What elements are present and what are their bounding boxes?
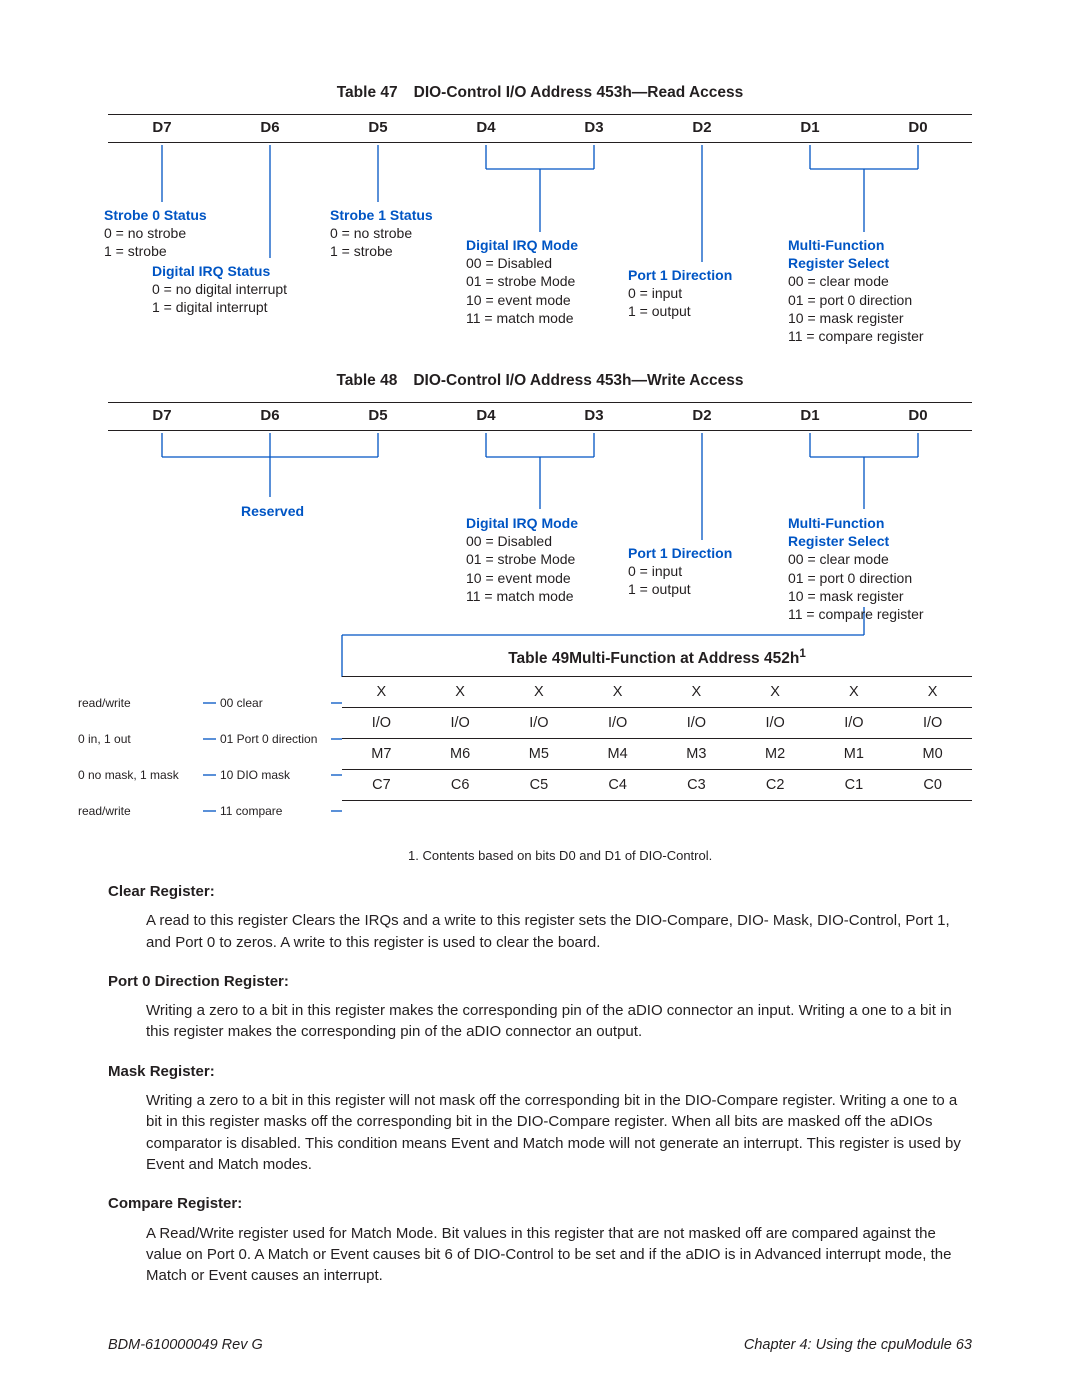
table-cell: C7	[342, 770, 421, 800]
table-row: C7C6C5C4C3C2C1C0	[342, 769, 972, 801]
table-cell: X	[342, 677, 421, 707]
ann-mfr-47: Multi-Function Register Select 00 = clea…	[788, 236, 924, 345]
table-cell: X	[815, 677, 894, 707]
page: Table 47 DIO-Control I/O Address 453h—Rea…	[0, 0, 1080, 1397]
table-cell: M3	[657, 739, 736, 769]
ann-dirqmode47: Digital IRQ Mode 00 = Disabled 01 = stro…	[466, 236, 578, 327]
txt-compare: A Read/Write register used for Match Mod…	[146, 1223, 972, 1287]
table-cell: M0	[893, 739, 972, 769]
page-footer: BDM-610000049 Rev G Chapter 4: Using the…	[108, 1337, 972, 1353]
table-cell: M5	[500, 739, 579, 769]
table-row: I/OI/OI/OI/OI/OI/OI/OI/O	[342, 707, 972, 738]
table-cell: I/O	[421, 708, 500, 738]
ann-dirqmode48: Digital IRQ Mode 00 = Disabled 01 = stro…	[466, 514, 578, 605]
table-cell: I/O	[578, 708, 657, 738]
table-cell: C2	[736, 770, 815, 800]
table48-title-b: DIO-Control I/O Address 453h—Write Acces…	[413, 372, 743, 389]
table48-diagram: D7D6D5D4D3D2D1D0 Reserved Digital IRQ Mo…	[108, 402, 972, 617]
table49-footnote: 1. Contents based on bits D0 and D1 of D…	[408, 848, 972, 863]
table-cell: M4	[578, 739, 657, 769]
ann-strobe0: Strobe 0 Status 0 = no strobe 1 = strobe	[104, 206, 207, 261]
table-row: XXXXXXXX	[342, 676, 972, 707]
table-row: M7M6M5M4M3M2M1M0	[342, 738, 972, 769]
table-cell: I/O	[342, 708, 421, 738]
table-cell: C0	[893, 770, 972, 800]
table-cell: X	[893, 677, 972, 707]
ann-mfr-48: Multi-Function Register Select 00 = clea…	[788, 514, 924, 623]
table-cell: I/O	[815, 708, 894, 738]
hdr-port0: Port 0 Direction Register:	[108, 971, 972, 992]
t49-wrapper: Table 49Multi-Function at Address 452h1 …	[342, 647, 972, 801]
table-cell: M2	[736, 739, 815, 769]
body-text: Clear Register: A read to this register …	[108, 881, 972, 1286]
table48-title-a: Table 48	[336, 372, 397, 389]
table-cell: C6	[421, 770, 500, 800]
table-cell: C4	[578, 770, 657, 800]
t49-grid: XXXXXXXXI/OI/OI/OI/OI/OI/OI/OI/OM7M6M5M4…	[342, 676, 972, 801]
txt-clear: A read to this register Clears the IRQs …	[146, 910, 972, 953]
table49-diagram: read/write 0 in, 1 out 0 no mask, 1 mask…	[108, 617, 972, 842]
table-cell: X	[500, 677, 579, 707]
footer-left: BDM-610000049 Rev G	[108, 1337, 263, 1353]
ann-strobe1: Strobe 1 Status 0 = no strobe 1 = strobe	[330, 206, 433, 261]
table-cell: I/O	[657, 708, 736, 738]
ann-port1-47: Port 1 Direction 0 = input 1 = output	[628, 266, 732, 321]
txt-port0: Writing a zero to a bit in this register…	[146, 1000, 972, 1043]
footer-right: Chapter 4: Using the cpuModule 63	[744, 1337, 972, 1353]
table-cell: I/O	[893, 708, 972, 738]
table-cell: X	[578, 677, 657, 707]
table-cell: X	[421, 677, 500, 707]
table47-title: Table 47 DIO-Control I/O Address 453h—Rea…	[108, 84, 972, 102]
table-cell: X	[736, 677, 815, 707]
t49-side-b: 00 clear 01 Port 0 direction 10 DIO mask…	[220, 685, 340, 829]
txt-mask: Writing a zero to a bit in this register…	[146, 1090, 972, 1175]
table47-diagram: D7D6D5D4D3D2D1D0 Strobe 0 Status 0 = no …	[108, 114, 972, 334]
t49-title: Table 49Multi-Function at Address 452h1	[342, 647, 972, 676]
table-cell: C3	[657, 770, 736, 800]
table-cell: C5	[500, 770, 579, 800]
hdr-clear: Clear Register:	[108, 881, 972, 902]
hdr-mask: Mask Register:	[108, 1061, 972, 1082]
table-cell: M7	[342, 739, 421, 769]
table-cell: M1	[815, 739, 894, 769]
ann-reserved: Reserved	[241, 502, 304, 520]
table-cell: I/O	[500, 708, 579, 738]
table47-title-b: DIO-Control I/O Address 453h—Read Access	[414, 84, 744, 101]
table-cell: M6	[421, 739, 500, 769]
table47-title-a: Table 47	[337, 84, 398, 101]
hdr-compare: Compare Register:	[108, 1193, 972, 1214]
t49-side-a: read/write 0 in, 1 out 0 no mask, 1 mask…	[78, 685, 198, 829]
table-cell: C1	[815, 770, 894, 800]
ann-dirqs: Digital IRQ Status 0 = no digital interr…	[152, 262, 287, 317]
table-cell: X	[657, 677, 736, 707]
table48-title: Table 48 DIO-Control I/O Address 453h—Wri…	[108, 372, 972, 390]
table-cell: I/O	[736, 708, 815, 738]
ann-port1-48: Port 1 Direction 0 = input 1 = output	[628, 544, 732, 599]
